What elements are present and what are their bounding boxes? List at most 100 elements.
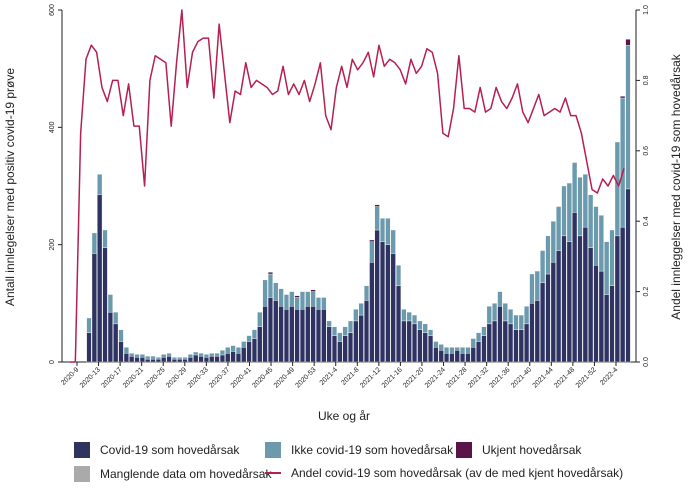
bar-covid-51 [342,335,348,363]
bar-covid-71 [449,353,455,363]
y-tick-label-3: 600 [49,4,56,16]
bar-ikke-covid-99 [598,215,604,272]
bar-covid-89 [545,273,551,363]
bar-covid-21 [182,358,188,363]
bar-covid-68 [433,347,439,363]
bar-covid-14 [145,358,151,363]
x-tick-label-23: 2021-48 [553,366,576,389]
bar-ikke-covid-17 [161,354,167,358]
bar-covid-48 [326,326,332,363]
bar-ikke-covid-36 [262,279,268,307]
legend-item-andel: Andel covid-19 som hovedårsak (av de med… [265,466,623,480]
bar-ikke-covid-29 [225,347,231,354]
legend-label-manglende: Manglende data om hovedårsak [100,467,272,481]
bar-covid-70 [444,353,450,363]
bar-covid-7 [107,311,113,363]
bar-covid-81 [502,320,508,363]
bar-ukjent-103 [620,96,626,99]
bar-covid-12 [134,357,140,363]
bar-covid-96 [582,226,588,363]
bar-covid-63 [406,320,412,363]
bar-covid-46 [315,309,322,363]
bar-ikke-covid-75 [470,338,476,348]
legend-item-manglende: Manglende data om hovedårsak [74,466,271,482]
legend-label-covid: Covid-19 som hovedårsak [100,443,240,457]
bar-covid-35 [257,326,263,363]
bar-covid-92 [561,235,567,363]
bar-covid-85 [524,323,530,363]
bar-covid-93 [566,241,572,363]
bar-covid-8 [113,323,119,363]
bar-ikke-covid-88 [540,250,546,283]
bar-ikke-covid-59 [385,218,391,245]
bar-covid-72 [454,350,460,363]
bar-covid-62 [401,320,407,363]
y-axis-ticks: 0 200 400 600 [49,4,62,364]
legend-label-ukjent: Ukjent hovedårsak [482,443,582,457]
bar-ikke-covid-28 [219,350,225,356]
bar-ikke-covid-63 [406,311,412,322]
bar-covid-87 [534,300,540,363]
bar-ikke-covid-93 [566,182,572,242]
bar-ikke-covid-26 [209,353,215,357]
bar-covid-60 [390,253,396,363]
bar-ikke-covid-49 [331,326,338,336]
bar-covid-52 [347,332,354,363]
x-tick-label-6: 2020-33 [187,366,210,389]
x-tick-label-14: 2021-12 [359,366,382,389]
bar-ikke-covid-67 [428,329,434,336]
x-tick-label-8: 2020-41 [230,366,253,389]
bar-covid-65 [417,329,423,363]
x-tick-label-19: 2021-32 [467,366,490,389]
legend-swatch-ikke-covid [265,442,281,458]
bar-covid-78 [486,323,492,363]
bar-ikke-covid-51 [342,326,348,336]
legend-item-covid: Covid-19 som hovedårsak [74,442,239,458]
bar-ikke-covid-47 [321,297,327,310]
bar-ikke-covid-72 [454,347,460,351]
bar-ikke-covid-25 [203,354,209,358]
x-axis-ticks: 2020-92020-132020-172020-212020-252020-2… [60,362,619,390]
bar-covid-55 [363,300,370,363]
bar-covid-88 [540,282,546,363]
bar-covid-23 [193,354,199,363]
bar-ikke-covid-56 [369,241,375,263]
bar-ikke-covid-44 [305,291,311,307]
bar-covid-101 [609,285,615,363]
bar-covid-15 [150,358,156,363]
bar-ikke-covid-101 [609,229,615,286]
x-tick-label-13: 2021-8 [340,366,360,386]
bar-covid-100 [604,294,610,363]
bar-ikke-covid-39 [278,288,284,307]
bars [86,39,631,363]
x-tick-label-17: 2021-24 [424,366,447,389]
bar-covid-32 [241,347,247,363]
bar-ikke-covid-73 [460,347,466,354]
bar-ikke-covid-81 [502,303,508,322]
bar-ikke-covid-43 [299,291,305,310]
bar-covid-67 [428,335,434,363]
bar-covid-28 [219,354,225,363]
bar-covid-40 [283,309,289,363]
bar-covid-64 [412,323,418,363]
bar-ikke-covid-57 [374,206,380,231]
bar-covid-57 [374,229,380,363]
legend-item-ikke-covid: Ikke covid-19 som hovedårsak [265,442,453,458]
bar-ikke-covid-76 [476,332,482,342]
x-tick-label-24: 2021-52 [575,366,598,389]
bar-ikke-covid-38 [273,282,279,301]
bar-covid-90 [550,262,556,363]
bar-covid-43 [299,309,305,363]
bar-ikke-covid-87 [534,270,540,301]
y-axis-label: Antall innlegelser med positiv covid-19 … [3,68,17,306]
bar-ikke-covid-70 [444,347,450,354]
x-tick-label-22: 2021-44 [532,366,555,389]
bar-covid-79 [492,320,498,363]
bar-ikke-covid-86 [529,273,535,304]
bar-ikke-covid-48 [326,320,332,327]
bar-ikke-covid-40 [283,294,289,310]
bar-ikke-covid-55 [363,285,370,301]
bar-ikke-covid-54 [358,303,364,316]
bar-ikke-covid-96 [582,174,588,228]
x-tick-label-5: 2020-29 [165,366,188,389]
